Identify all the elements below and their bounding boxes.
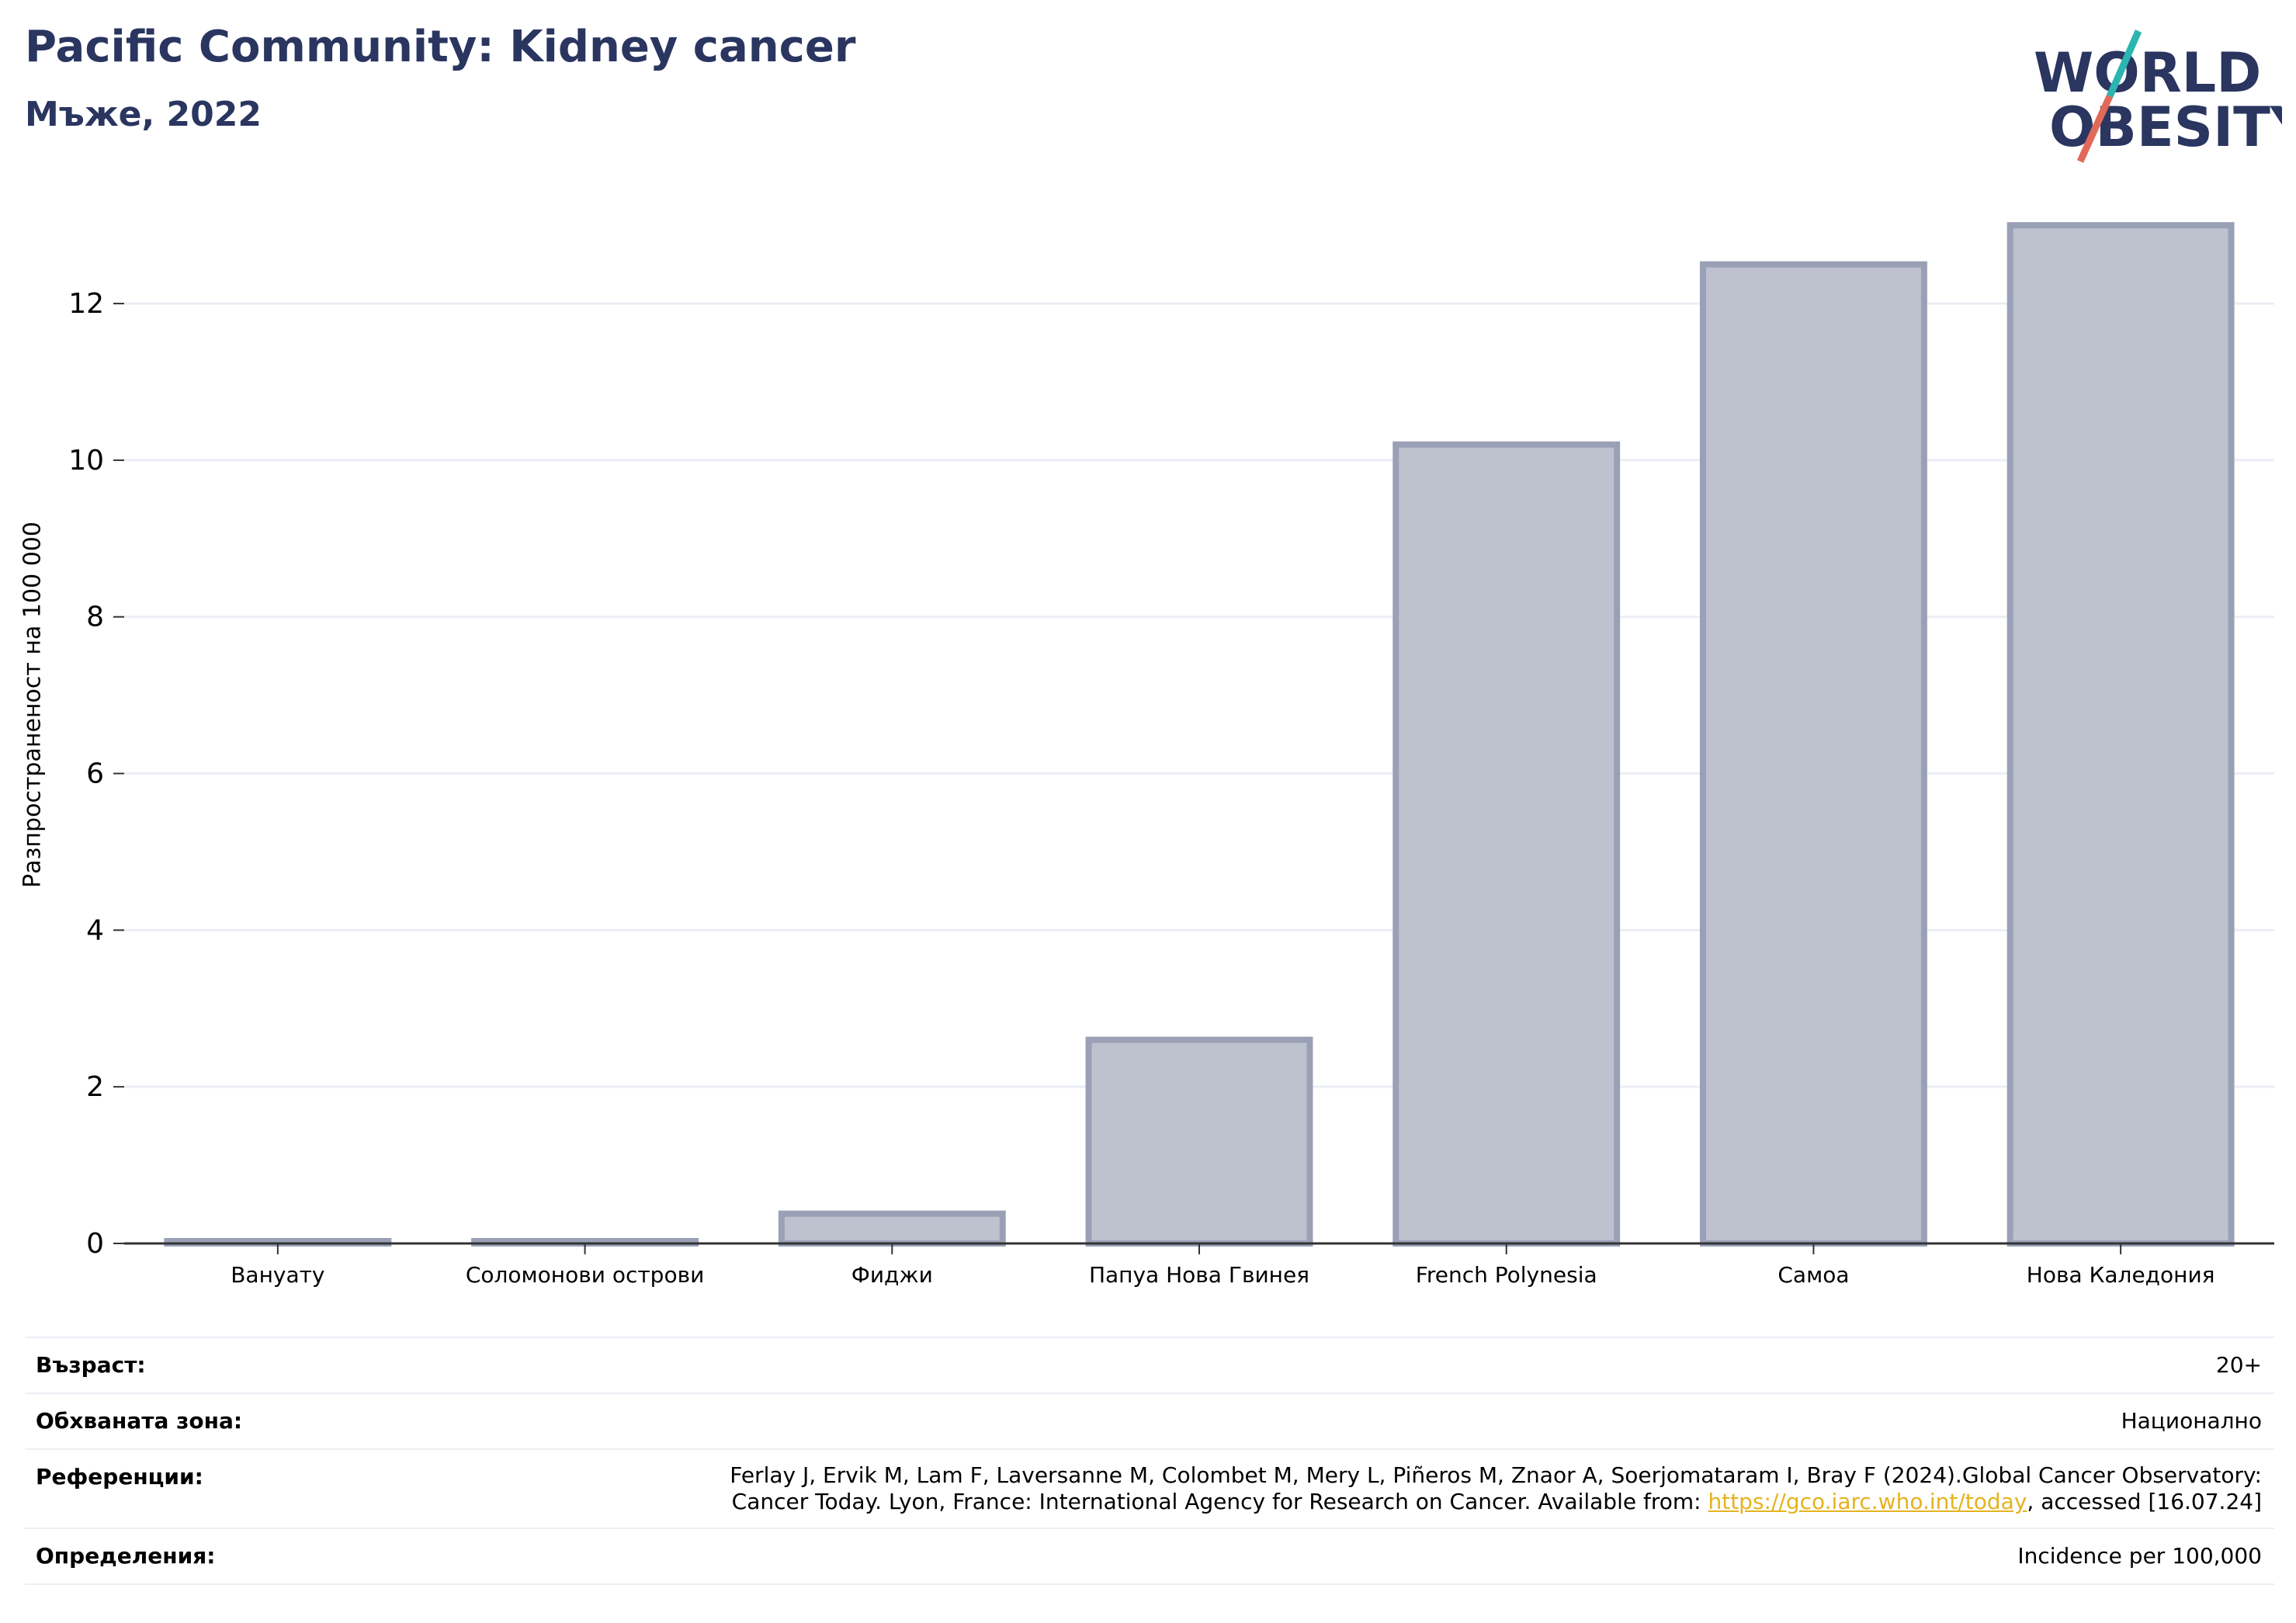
info-row-definitions: Определения: Incidence per 100,000 xyxy=(25,1528,2274,1585)
y-tick-label: 2 xyxy=(86,1071,104,1103)
bar xyxy=(1393,441,1621,1247)
x-tick-label: Папуа Нова Гвинея xyxy=(1089,1262,1309,1288)
y-tick-label: 10 xyxy=(68,445,104,477)
y-tick-label: 8 xyxy=(86,602,104,633)
x-tick-label: Самоа xyxy=(1777,1262,1849,1288)
references-link[interactable]: https://gco.iarc.who.int/today xyxy=(1708,1489,2027,1514)
y-tick-label: 0 xyxy=(86,1228,104,1260)
references-line-2: Cancer Today. Lyon, France: Internationa… xyxy=(730,1489,2262,1515)
info-row-references: Референции: Ferlay J, Ervik M, Lam F, La… xyxy=(25,1448,2274,1528)
info-label-area: Обхваната зона: xyxy=(36,1408,243,1434)
references-line-1: Ferlay J, Ervik M, Lam F, Laversanne M, … xyxy=(730,1462,2262,1488)
bar xyxy=(778,1210,1006,1247)
info-value-age: 20+ xyxy=(2215,1352,2262,1378)
bar-chart: 0 2 4 6 8 10 12 Вануату Соломонови острови Фиджи П… xyxy=(68,222,2274,1288)
x-tick-label: Нова Каледония xyxy=(2027,1262,2215,1288)
bar xyxy=(1699,261,1927,1247)
references-text-post: , accessed [16.07.24] xyxy=(2027,1489,2262,1514)
y-tick-label: 4 xyxy=(86,914,104,946)
y-axis-label: Разпространеност на 100 000 xyxy=(19,522,47,888)
x-tick-label: Вануату xyxy=(231,1262,324,1288)
bar xyxy=(2006,222,2235,1247)
info-label-age: Възраст: xyxy=(36,1352,146,1378)
info-row-area: Обхваната зона: Национално xyxy=(25,1392,2274,1448)
y-tick-label: 12 xyxy=(68,288,104,320)
logo-text-world: WORLD xyxy=(2034,41,2261,105)
logo-slash-top xyxy=(2106,29,2142,98)
info-label-references: Референции: xyxy=(36,1464,203,1489)
x-tick-label: Фиджи xyxy=(851,1262,933,1288)
info-label-definitions: Определения: xyxy=(36,1543,216,1569)
chart-subtitle: Мъже, 2022 xyxy=(25,95,262,134)
info-table: Възраст: 20+ Обхваната зона: Национално … xyxy=(25,1337,2274,1585)
x-tick-label: Соломонови острови xyxy=(466,1262,704,1288)
info-row-age: Възраст: 20+ xyxy=(25,1337,2274,1392)
y-tick-label: 6 xyxy=(86,758,104,790)
chart-title: Pacific Community: Kidney cancer xyxy=(25,22,856,72)
world-obesity-logo: WORLD OBESITY xyxy=(2034,29,2282,163)
logo-slash-bottom xyxy=(2076,95,2114,163)
info-value-definitions: Incidence per 100,000 xyxy=(2017,1543,2262,1569)
x-tick-label: French Polynesia xyxy=(1416,1262,1597,1288)
info-value-area: Национално xyxy=(2121,1408,2262,1434)
bar xyxy=(1085,1036,1313,1247)
info-value-references: Ferlay J, Ervik M, Lam F, Laversanne M, … xyxy=(730,1462,2262,1515)
references-text-pre: Cancer Today. Lyon, France: Internationa… xyxy=(731,1489,1708,1514)
